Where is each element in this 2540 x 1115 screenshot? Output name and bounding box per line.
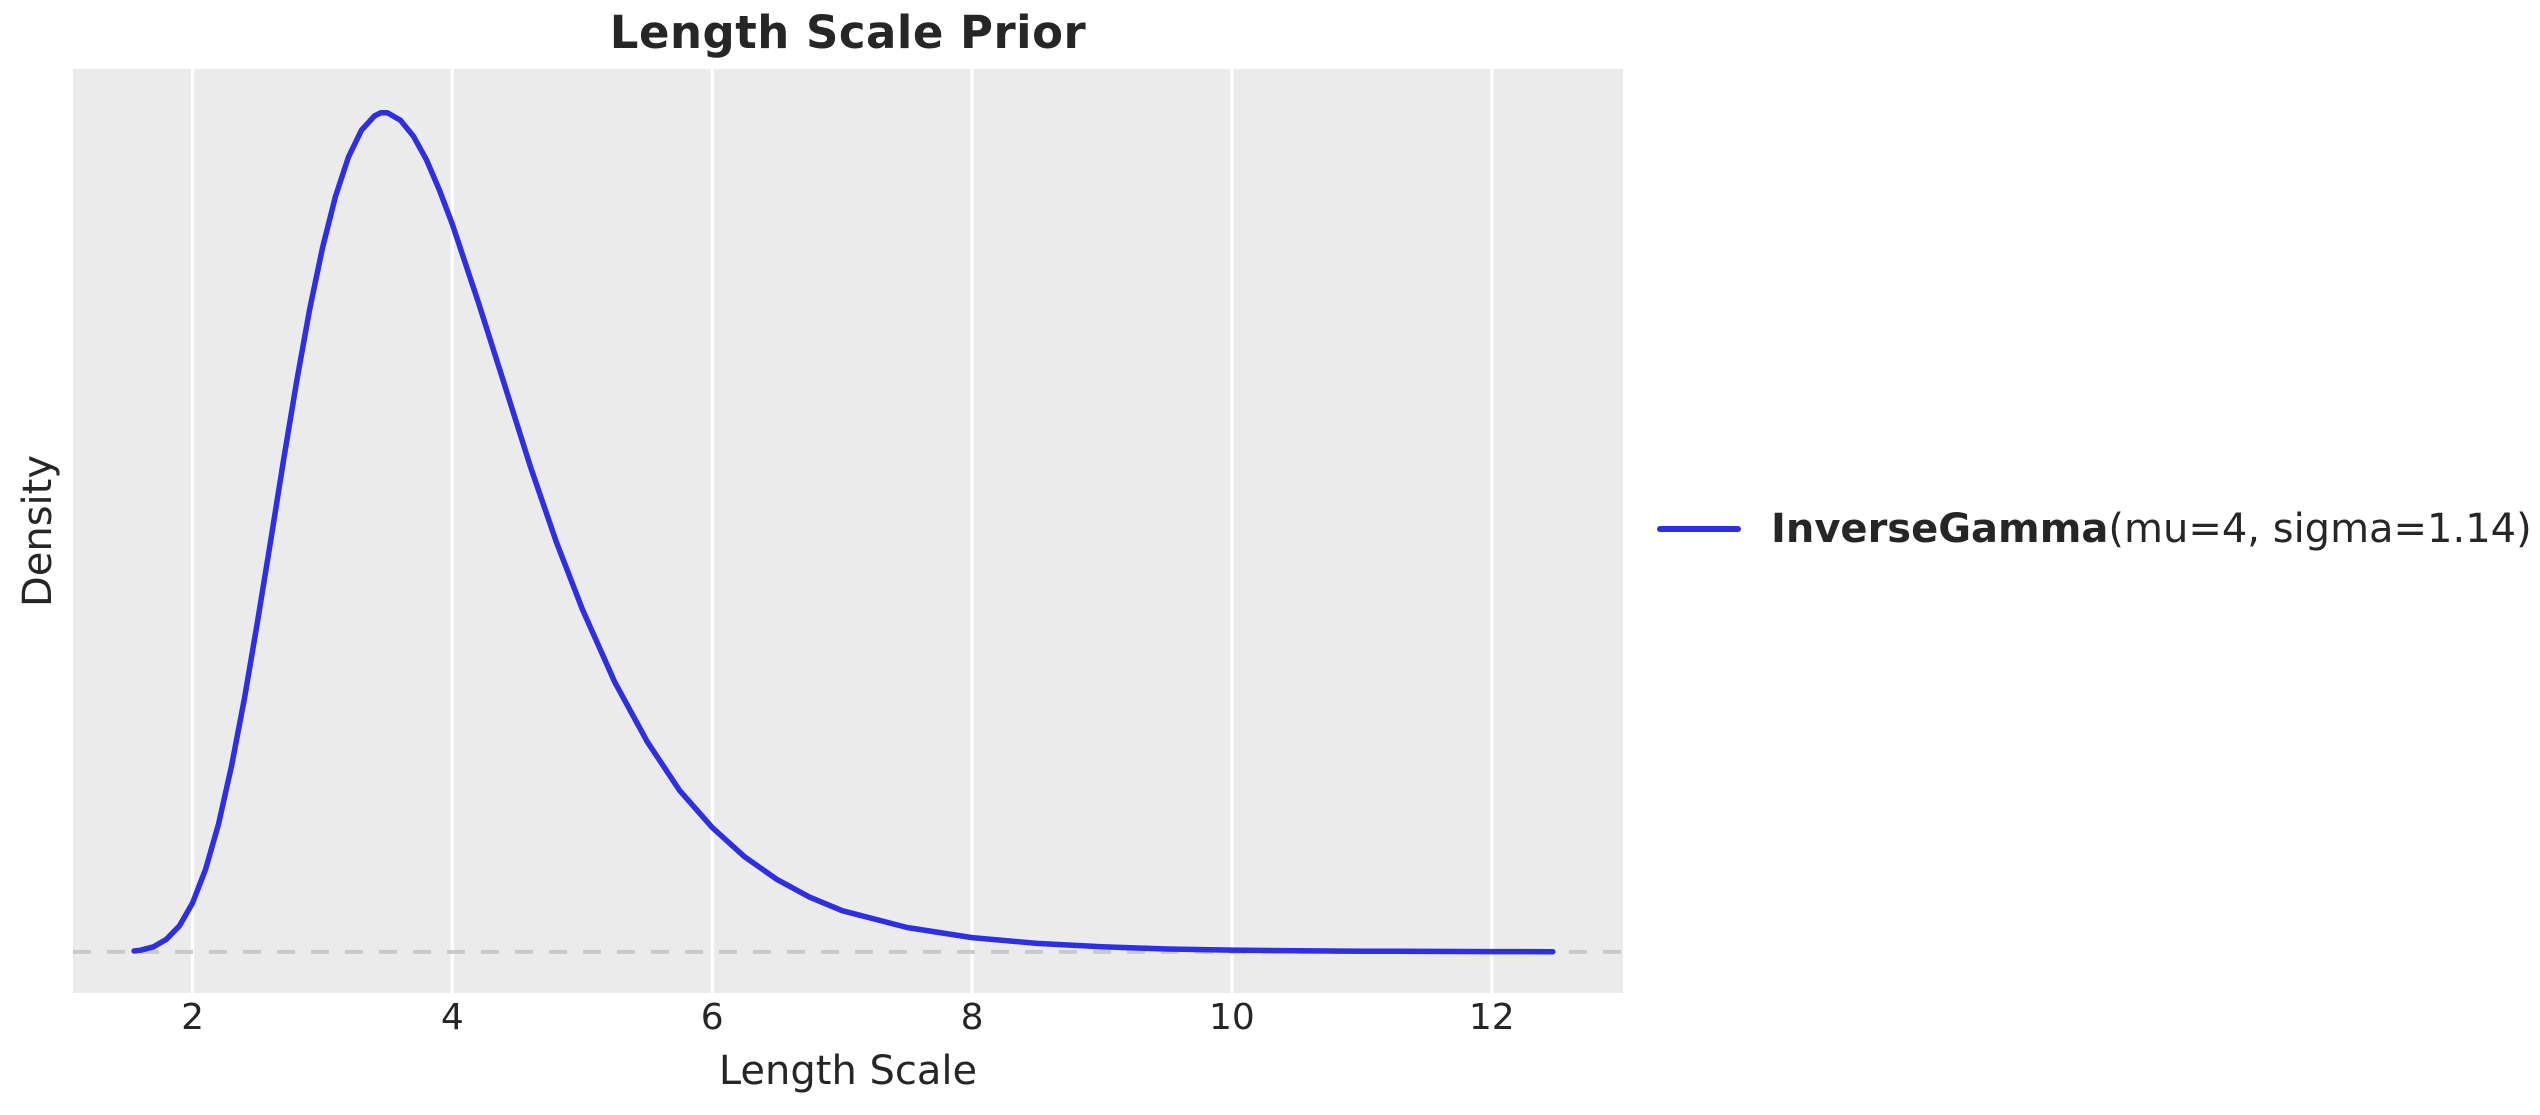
chart-title: Length Scale Prior [609,6,1087,59]
x-axis-label: Length Scale [718,1048,978,1094]
legend-distribution-params: (mu=4, sigma=1.14) [2108,506,2532,552]
x-tick-label-10: 10 [1209,997,1255,1038]
x-tick-label-8: 8 [960,997,984,1038]
legend-line-sample [1657,526,1741,532]
plot-area [73,69,1623,993]
x-tick-label-4: 4 [440,997,464,1038]
density-curve [131,109,1556,955]
legend-distribution-name: InverseGamma [1771,506,2109,552]
legend: InverseGamma(mu=4, sigma=1.14) [1657,506,2532,552]
y-axis-label: Density [15,454,61,608]
legend-label: InverseGamma(mu=4, sigma=1.14) [1771,506,2532,552]
x-tick-label-6: 6 [700,997,724,1038]
x-tick-label-2: 2 [181,997,204,1038]
x-tick-label-12: 12 [1468,997,1515,1038]
